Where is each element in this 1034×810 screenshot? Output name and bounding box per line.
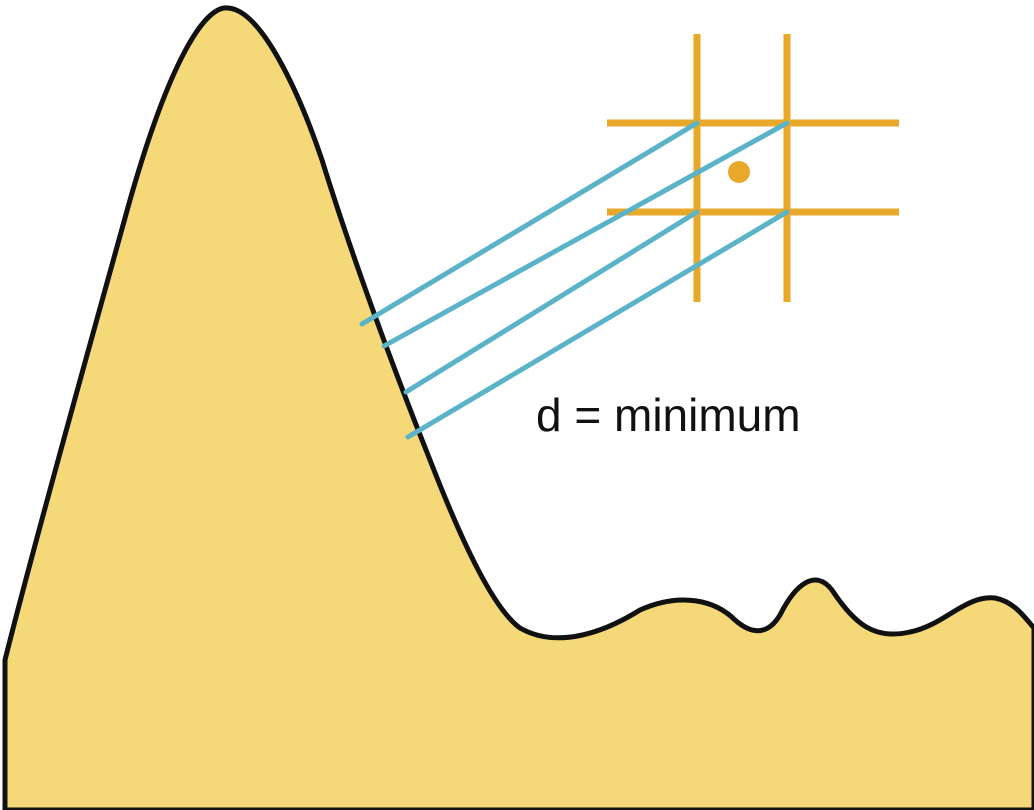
- cell-center-dot: [728, 161, 750, 183]
- rays: [359, 120, 790, 440]
- grid: [607, 34, 899, 302]
- ray-bottom-right: [405, 209, 790, 440]
- ray-bottom-left: [403, 209, 700, 395]
- ray-top-left: [359, 120, 700, 327]
- distance-annotation: d = minimum: [536, 389, 801, 441]
- terrain-shape: [2, 5, 1034, 810]
- ray-top-right: [381, 120, 790, 349]
